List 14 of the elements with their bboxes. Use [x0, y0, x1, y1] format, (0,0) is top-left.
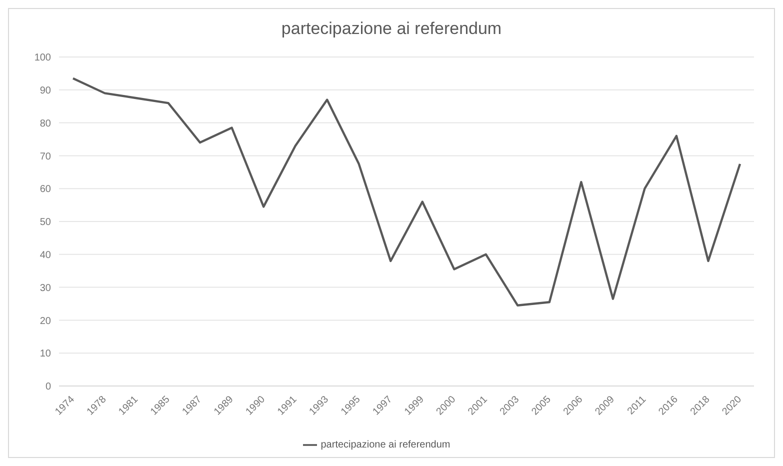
- legend-label: partecipazione ai referendum: [320, 440, 450, 451]
- chart-title: partecipazione ai referendum: [280, 18, 503, 40]
- y-tick-label: 80: [40, 118, 52, 130]
- y-tick-label: 0: [45, 382, 52, 393]
- y-tick-label: 100: [34, 52, 52, 64]
- y-tick-label: 30: [40, 282, 52, 294]
- y-tick-label: 90: [40, 85, 52, 96]
- y-tick-label: 60: [40, 184, 52, 196]
- y-tick-label: 40: [40, 250, 52, 261]
- line-series: [72, 77, 742, 306]
- y-tick-label: 70: [40, 151, 52, 162]
- y-tick-label: 20: [40, 316, 52, 327]
- y-tick-label: 10: [40, 348, 52, 360]
- y-tick-label: 50: [40, 217, 52, 228]
